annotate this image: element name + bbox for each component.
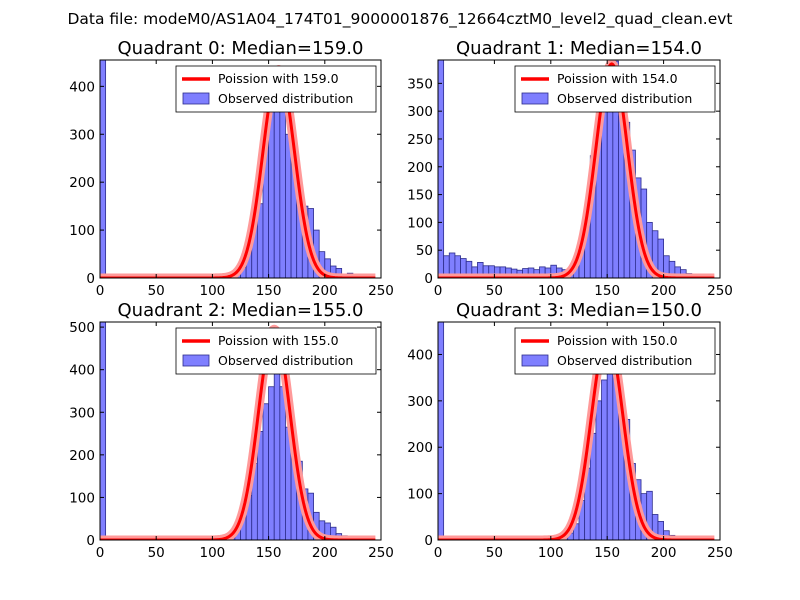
x-tick-label: 0 xyxy=(434,545,443,561)
x-tick-label: 50 xyxy=(486,545,503,561)
subplot-quadrant-3: Quadrant 3: Median=150.0 0 50 100 150 200 250 0… xyxy=(407,300,733,561)
y-tick-label: 200 xyxy=(407,440,433,456)
y-tick-label: 100 xyxy=(407,487,433,503)
legend-bar-label: Observed distribution xyxy=(557,353,692,368)
x-tick-label: 100 xyxy=(200,545,226,561)
x-tick-label: 100 xyxy=(538,545,564,561)
histogram-bar xyxy=(595,400,602,540)
y-tick-label: 300 xyxy=(407,104,433,120)
y-tick-label: 400 xyxy=(407,347,433,363)
legend-bar-swatch xyxy=(182,92,210,105)
y-tick-label: 50 xyxy=(416,243,433,259)
x-tick-label: 200 xyxy=(651,283,677,299)
legend-line-label: Poission with 155.0 xyxy=(218,333,339,348)
subplot-title: Quadrant 3: Median=150.0 xyxy=(456,300,702,321)
axes-frame xyxy=(99,59,382,279)
y-tick-label: 200 xyxy=(69,448,95,464)
histogram-bar xyxy=(601,110,608,278)
legend-line-label: Poission with 150.0 xyxy=(557,333,678,348)
histogram-bar xyxy=(601,379,608,540)
subplot-quadrant-0: Quadrant 0: Median=159.0 0 50 100 150 200 250 0… xyxy=(69,38,394,299)
subplot-title: Quadrant 0: Median=159.0 xyxy=(118,38,364,59)
subplot-title: Quadrant 2: Median=155.0 xyxy=(118,300,364,321)
histogram-bar xyxy=(273,347,281,540)
legend-bar-label: Observed distribution xyxy=(557,91,692,106)
x-tick-label: 0 xyxy=(96,545,105,561)
x-tick-label: 200 xyxy=(312,545,338,561)
y-tick-label: 0 xyxy=(424,533,433,549)
x-tick-label: 250 xyxy=(368,545,394,561)
y-tick-label: 200 xyxy=(69,175,95,191)
legend: Poission with 150.0 Observed distribution xyxy=(514,327,716,375)
x-tick-label: 200 xyxy=(651,545,677,561)
legend-bar-swatch xyxy=(182,354,210,367)
subplot-quadrant-1: Quadrant 1: Median=154.0 0 50 100 150 200 250 0… xyxy=(407,38,733,299)
x-tick-label: 0 xyxy=(434,283,443,299)
y-tick-label: 400 xyxy=(69,363,95,379)
y-tick-label: 300 xyxy=(69,405,95,421)
y-tick-label: 300 xyxy=(407,394,433,410)
y-tick-label: 250 xyxy=(407,132,433,148)
legend-bar-label: Observed distribution xyxy=(218,353,353,368)
x-tick-label: 250 xyxy=(707,283,733,299)
x-tick-label: 100 xyxy=(538,283,564,299)
legend: Poission with 154.0 Observed distribution xyxy=(514,65,716,113)
legend-line-label: Poission with 154.0 xyxy=(557,71,678,86)
histogram-bar xyxy=(100,322,107,540)
figure-title: Data file: modeM0/AS1A04_174T01_90000018… xyxy=(67,10,732,29)
x-tick-label: 50 xyxy=(486,283,503,299)
legend-bar-swatch xyxy=(521,354,549,367)
y-tick-label: 400 xyxy=(69,79,95,95)
bar-group xyxy=(438,322,693,540)
legend: Poission with 159.0 Observed distribution xyxy=(175,65,377,113)
histogram-bar xyxy=(100,60,107,278)
poisson-curve xyxy=(100,68,376,278)
y-tick-label: 0 xyxy=(86,271,95,287)
y-tick-label: 0 xyxy=(86,533,95,549)
x-tick-label: 50 xyxy=(148,283,165,299)
x-tick-label: 150 xyxy=(594,545,620,561)
y-tick-label: 200 xyxy=(407,160,433,176)
subplot-title: Quadrant 1: Median=154.0 xyxy=(456,38,702,59)
x-tick-label: 250 xyxy=(368,283,394,299)
x-tick-label: 150 xyxy=(594,283,620,299)
axes-frame xyxy=(437,59,721,279)
axes-frame xyxy=(99,321,382,541)
histogram-bar xyxy=(279,93,286,278)
y-tick-label: 300 xyxy=(69,127,95,143)
histogram-bar xyxy=(279,386,286,540)
x-tick-label: 250 xyxy=(707,545,733,561)
x-tick-label: 100 xyxy=(200,283,226,299)
legend: Poission with 155.0 Observed distribution xyxy=(175,327,377,375)
y-tick-label: 0 xyxy=(424,271,433,287)
y-tick-label: 150 xyxy=(407,188,433,204)
y-tick-label: 350 xyxy=(407,76,433,92)
y-tick-label: 100 xyxy=(69,223,95,239)
x-tick-label: 150 xyxy=(256,545,282,561)
legend-bar-swatch xyxy=(521,92,549,105)
x-tick-label: 150 xyxy=(256,283,282,299)
histogram-bar xyxy=(606,94,614,278)
histogram-bar xyxy=(438,60,445,278)
subplot-quadrant-2: Quadrant 2: Median=155.0 0 50 100 150 200 250 0… xyxy=(69,300,394,561)
axes-frame xyxy=(437,321,721,541)
histogram-bar xyxy=(262,403,270,540)
legend-bar-label: Observed distribution xyxy=(218,91,353,106)
x-tick-label: 0 xyxy=(96,283,105,299)
x-tick-label: 50 xyxy=(148,545,165,561)
histogram-bar xyxy=(285,133,292,278)
y-tick-label: 100 xyxy=(407,215,433,231)
legend-line-label: Poission with 159.0 xyxy=(218,71,339,86)
y-tick-label: 500 xyxy=(69,320,95,336)
y-tick-label: 100 xyxy=(69,490,95,506)
x-tick-label: 200 xyxy=(312,283,338,299)
histogram-bar xyxy=(268,386,275,540)
subplot-grid: Quadrant 0: Median=159.0 0 50 100 150 200 250 0… xyxy=(69,38,733,561)
histogram-bar xyxy=(438,322,445,540)
